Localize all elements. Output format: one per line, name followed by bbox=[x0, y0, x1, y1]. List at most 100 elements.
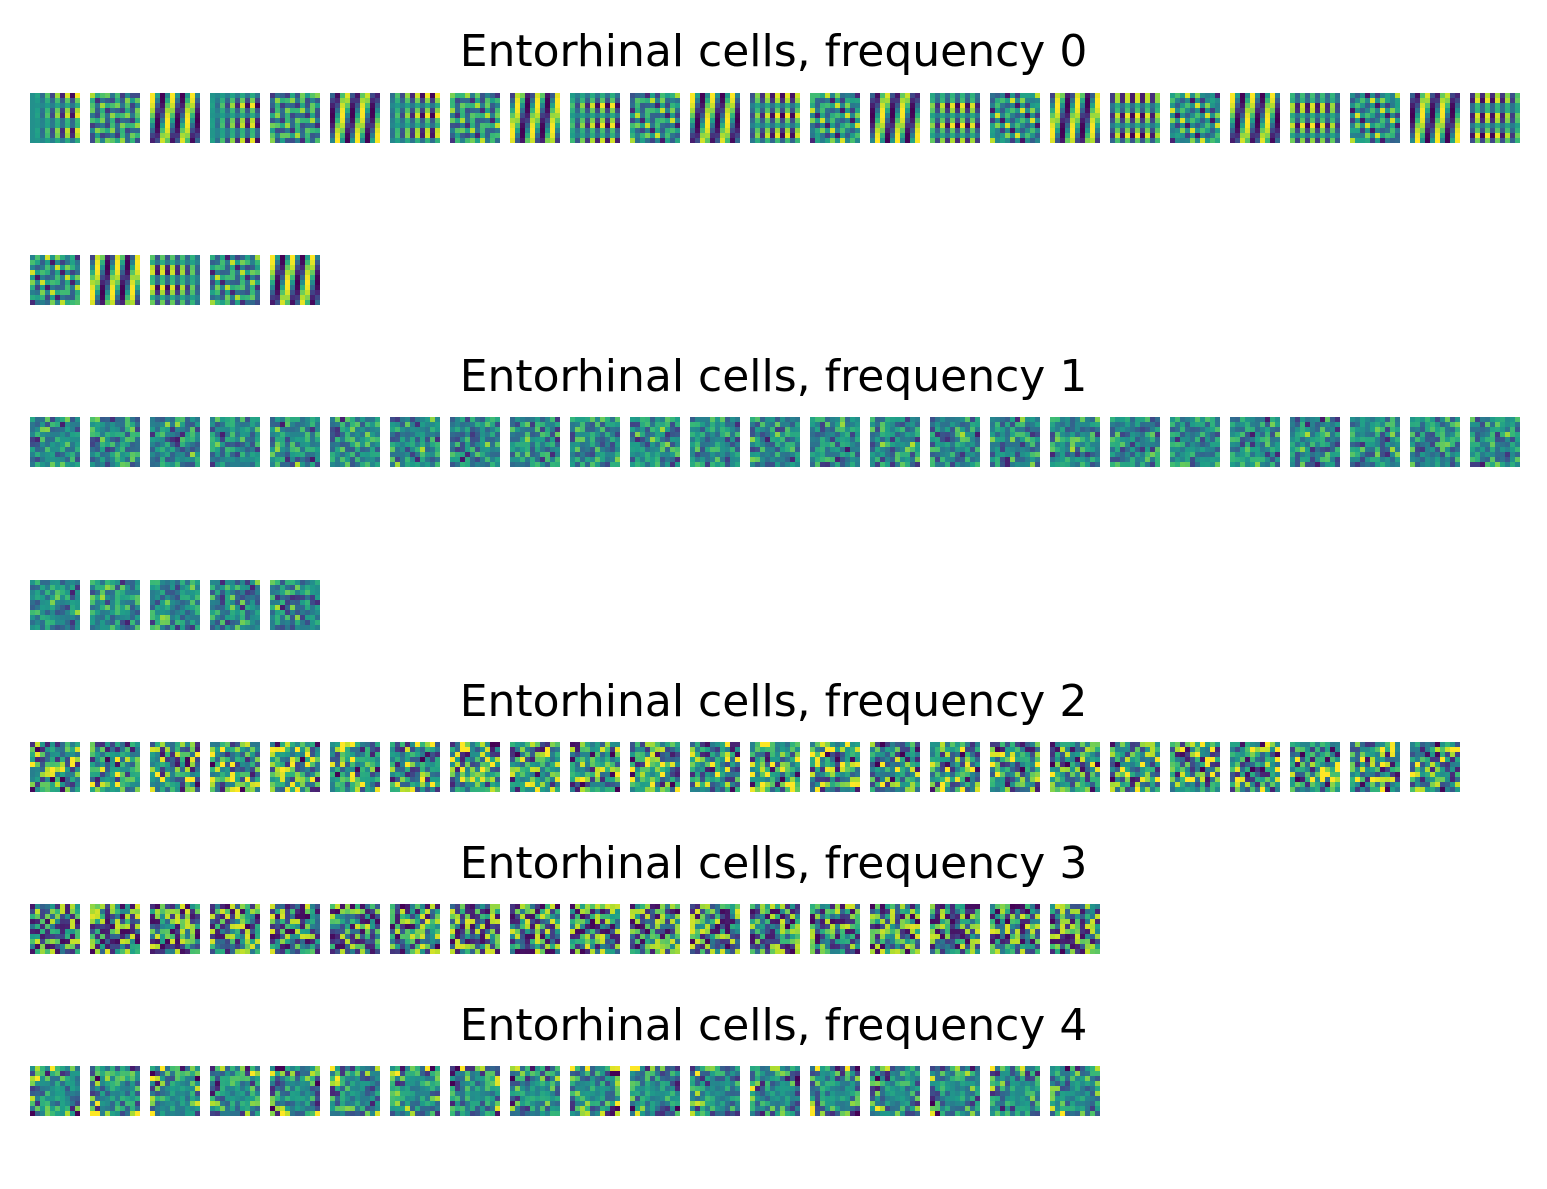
heatmap-cell-f1-25 bbox=[30, 580, 80, 630]
heatmap-cell-f1-22 bbox=[1350, 417, 1400, 467]
heatmap-cell-f2-11 bbox=[690, 742, 740, 792]
heatmap-cell-f2-7 bbox=[450, 742, 500, 792]
panel-title-frequency-4: Entorhinal cells, frequency 4 bbox=[459, 1000, 1088, 1051]
heatmap-cell-f1-24 bbox=[1470, 417, 1520, 467]
heatmap-cell-f0-12 bbox=[750, 93, 800, 143]
heatmap-cell-f1-27 bbox=[150, 580, 200, 630]
heatmap-cell-f3-16 bbox=[990, 904, 1040, 954]
heatmap-cell-f3-8 bbox=[510, 904, 560, 954]
heatmap-cell-f0-3 bbox=[210, 93, 260, 143]
heatmap-cell-f1-9 bbox=[570, 417, 620, 467]
heatmap-cell-f3-13 bbox=[810, 904, 860, 954]
heatmap-cell-f2-4 bbox=[270, 742, 320, 792]
heatmap-cell-f0-21 bbox=[1290, 93, 1340, 143]
heatmap-cell-f2-21 bbox=[1290, 742, 1340, 792]
heatmap-cell-f0-7 bbox=[450, 93, 500, 143]
heatmap-cell-f0-6 bbox=[390, 93, 440, 143]
heatmap-cell-f1-2 bbox=[150, 417, 200, 467]
heatmap-cell-f1-19 bbox=[1170, 417, 1220, 467]
heatmap-cell-f0-15 bbox=[930, 93, 980, 143]
heatmap-cell-f4-2 bbox=[150, 1066, 200, 1116]
heatmap-cell-f2-18 bbox=[1110, 742, 1160, 792]
heatmap-cell-f3-0 bbox=[30, 904, 80, 954]
heatmap-cell-f1-5 bbox=[330, 417, 380, 467]
heatmap-cell-f1-11 bbox=[690, 417, 740, 467]
heatmap-cell-f1-26 bbox=[90, 580, 140, 630]
heatmap-cell-f2-8 bbox=[510, 742, 560, 792]
heatmap-cell-f0-4 bbox=[270, 93, 320, 143]
heatmap-cell-f3-14 bbox=[870, 904, 920, 954]
heatmap-cell-f1-13 bbox=[810, 417, 860, 467]
heatmap-cell-f0-13 bbox=[810, 93, 860, 143]
heatmap-cell-f3-3 bbox=[210, 904, 260, 954]
heatmap-cell-f2-14 bbox=[870, 742, 920, 792]
heatmap-cell-f0-24 bbox=[1470, 93, 1520, 143]
heatmap-cell-f2-2 bbox=[150, 742, 200, 792]
heatmap-cell-f1-21 bbox=[1290, 417, 1340, 467]
heatmap-cell-f1-12 bbox=[750, 417, 800, 467]
heatmap-cell-f1-17 bbox=[1050, 417, 1100, 467]
heatmap-cell-f1-23 bbox=[1410, 417, 1460, 467]
heatmap-cell-f0-25 bbox=[30, 255, 80, 305]
heatmap-cell-f0-17 bbox=[1050, 93, 1100, 143]
heatmap-cell-f4-16 bbox=[990, 1066, 1040, 1116]
heatmap-cell-f3-10 bbox=[630, 904, 680, 954]
heatmap-cell-f3-4 bbox=[270, 904, 320, 954]
heatmap-cell-f4-1 bbox=[90, 1066, 140, 1116]
heatmap-cell-f2-16 bbox=[990, 742, 1040, 792]
heatmap-cell-f3-12 bbox=[750, 904, 800, 954]
panel-title-frequency-2: Entorhinal cells, frequency 2 bbox=[459, 676, 1088, 727]
heatmap-cell-f1-16 bbox=[990, 417, 1040, 467]
heatmap-cell-f1-15 bbox=[930, 417, 980, 467]
panel-title-frequency-1: Entorhinal cells, frequency 1 bbox=[459, 351, 1088, 402]
heatmap-cell-f1-6 bbox=[390, 417, 440, 467]
heatmap-cell-f4-17 bbox=[1050, 1066, 1100, 1116]
heatmap-cell-f2-9 bbox=[570, 742, 620, 792]
heatmap-cell-f2-1 bbox=[90, 742, 140, 792]
heatmap-cell-f3-2 bbox=[150, 904, 200, 954]
heatmap-cell-f1-8 bbox=[510, 417, 560, 467]
heatmap-cell-f1-18 bbox=[1110, 417, 1160, 467]
heatmap-cell-f3-6 bbox=[390, 904, 440, 954]
heatmap-cell-f2-13 bbox=[810, 742, 860, 792]
heatmap-cell-f0-27 bbox=[150, 255, 200, 305]
heatmap-cell-f1-10 bbox=[630, 417, 680, 467]
heatmap-cell-f0-2 bbox=[150, 93, 200, 143]
heatmap-cell-f1-14 bbox=[870, 417, 920, 467]
heatmap-cell-f3-7 bbox=[450, 904, 500, 954]
heatmap-cell-f2-6 bbox=[390, 742, 440, 792]
heatmap-cell-f4-4 bbox=[270, 1066, 320, 1116]
heatmap-cell-f3-15 bbox=[930, 904, 980, 954]
heatmap-cell-f0-9 bbox=[570, 93, 620, 143]
heatmap-cell-f4-12 bbox=[750, 1066, 800, 1116]
heatmap-cell-f4-15 bbox=[930, 1066, 980, 1116]
heatmap-cell-f0-29 bbox=[270, 255, 320, 305]
heatmap-cell-f1-3 bbox=[210, 417, 260, 467]
heatmap-cell-f4-5 bbox=[330, 1066, 380, 1116]
heatmap-cell-f2-22 bbox=[1350, 742, 1400, 792]
heatmap-cell-f4-9 bbox=[570, 1066, 620, 1116]
heatmap-cell-f0-18 bbox=[1110, 93, 1160, 143]
heatmap-cell-f0-20 bbox=[1230, 93, 1280, 143]
heatmap-cell-f0-19 bbox=[1170, 93, 1220, 143]
panel-title-frequency-3: Entorhinal cells, frequency 3 bbox=[459, 838, 1088, 889]
heatmap-cell-f0-14 bbox=[870, 93, 920, 143]
heatmap-cell-f3-5 bbox=[330, 904, 380, 954]
heatmap-cell-f0-23 bbox=[1410, 93, 1460, 143]
heatmap-cell-f0-22 bbox=[1350, 93, 1400, 143]
heatmap-cell-f2-15 bbox=[930, 742, 980, 792]
heatmap-cell-f0-1 bbox=[90, 93, 140, 143]
heatmap-cell-f3-1 bbox=[90, 904, 140, 954]
heatmap-cell-f2-23 bbox=[1410, 742, 1460, 792]
heatmap-cell-f4-7 bbox=[450, 1066, 500, 1116]
heatmap-cell-f0-16 bbox=[990, 93, 1040, 143]
heatmap-cell-f3-9 bbox=[570, 904, 620, 954]
heatmap-cell-f1-7 bbox=[450, 417, 500, 467]
heatmap-cell-f1-0 bbox=[30, 417, 80, 467]
heatmap-cell-f0-28 bbox=[210, 255, 260, 305]
heatmap-cell-f3-17 bbox=[1050, 904, 1100, 954]
heatmap-cell-f0-8 bbox=[510, 93, 560, 143]
heatmap-cell-f0-10 bbox=[630, 93, 680, 143]
heatmap-cell-f1-4 bbox=[270, 417, 320, 467]
